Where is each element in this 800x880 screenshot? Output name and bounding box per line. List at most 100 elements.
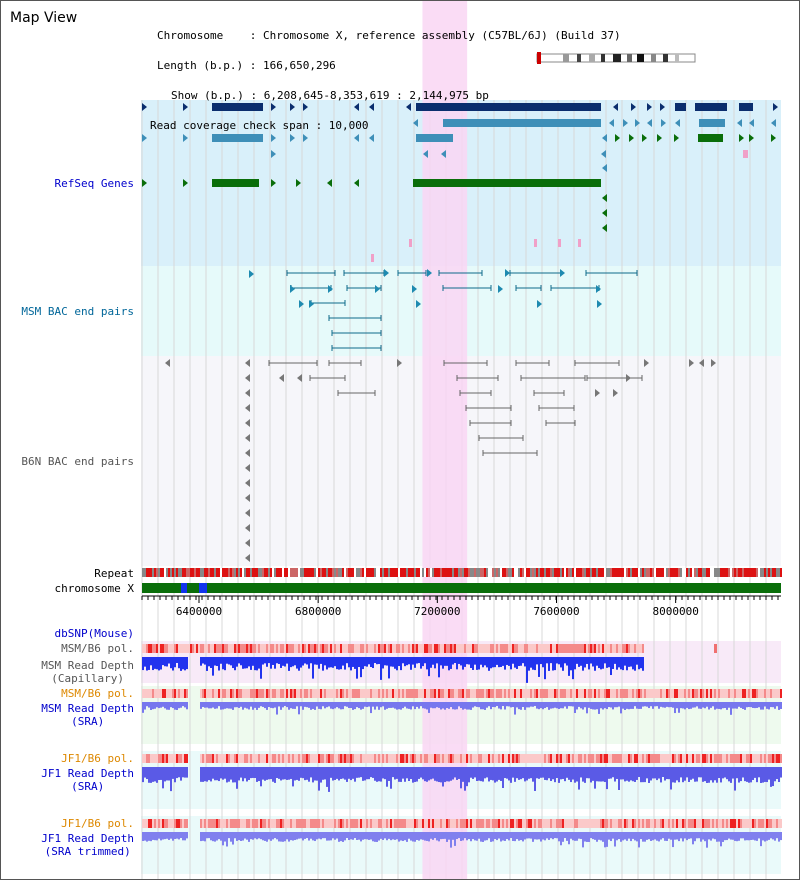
repeat-feature xyxy=(270,568,272,577)
polymorphism-bar xyxy=(148,644,150,653)
axis-tick-label: 7200000 xyxy=(414,605,460,618)
polymorphism-bar xyxy=(644,819,646,828)
polymorphism-bar xyxy=(520,754,522,763)
polymorphism-bar xyxy=(540,754,542,763)
polymorphism-bar xyxy=(190,644,192,653)
polymorphism-bar xyxy=(636,754,638,763)
polymorphism-bar xyxy=(348,819,350,828)
repeat-feature xyxy=(618,568,620,577)
polymorphism-bar xyxy=(734,689,736,698)
polymorphism-bar xyxy=(200,819,202,828)
track-label-jf1-read-depth-sra-trimmed[interactable]: JF1 Read Depth (SRA trimmed) xyxy=(41,832,134,858)
repeat-feature xyxy=(448,568,450,577)
polymorphism-bar xyxy=(468,689,470,698)
polymorphism-bar xyxy=(774,754,776,763)
polymorphism-bar xyxy=(438,819,440,828)
read-depth-bar xyxy=(486,702,488,708)
polymorphism-bar xyxy=(376,689,378,698)
track-label-jf1-read-depth-sra[interactable]: JF1 Read Depth (SRA) xyxy=(41,767,134,793)
polymorphism-bar xyxy=(240,819,242,828)
repeat-feature xyxy=(228,568,230,577)
read-depth-bar xyxy=(354,657,356,669)
read-depth-bar xyxy=(734,702,736,709)
read-depth-bar xyxy=(500,767,502,781)
read-depth-bar xyxy=(308,657,310,669)
repeat-feature xyxy=(286,568,288,577)
polymorphism-bar xyxy=(392,819,394,828)
polymorphism-bar xyxy=(604,644,606,653)
polymorphism-bar xyxy=(642,689,644,698)
gene-arrow xyxy=(290,103,295,111)
read-depth-bar xyxy=(760,832,762,847)
read-depth-bar xyxy=(598,832,600,840)
track-label-b6n-bac-end-pairs[interactable]: B6N BAC end pairs xyxy=(21,455,134,468)
axis-tick-label: 8000000 xyxy=(652,605,698,618)
read-depth-bar xyxy=(260,657,262,679)
track-label-refseq-genes[interactable]: RefSeq Genes xyxy=(54,177,134,190)
polymorphism-bar xyxy=(302,754,304,763)
gene-feature xyxy=(695,103,727,111)
read-depth-bar xyxy=(630,767,632,781)
polymorphism-bar xyxy=(180,689,182,698)
read-depth-bar xyxy=(170,767,172,792)
read-depth-bar xyxy=(300,832,302,839)
read-depth-bar xyxy=(666,767,668,780)
read-depth-bar xyxy=(492,832,494,842)
track-label-msm-bac-end-pairs[interactable]: MSM BAC end pairs xyxy=(21,305,134,318)
repeat-feature xyxy=(224,568,226,577)
polymorphism-bar xyxy=(406,644,408,653)
read-depth-bar xyxy=(562,657,564,671)
read-depth-bar xyxy=(264,702,266,709)
read-depth-bar xyxy=(448,832,450,840)
polymorphism-bar xyxy=(518,689,520,698)
polymorphism-bar xyxy=(408,754,410,763)
polymorphism-bar xyxy=(410,689,412,698)
track-label-jf1-b6-pol-1[interactable]: JF1/B6 pol. xyxy=(61,752,134,765)
read-depth-bar xyxy=(262,657,264,665)
repeat-feature xyxy=(628,568,630,577)
read-depth-bar xyxy=(404,832,406,841)
read-depth-bar xyxy=(164,767,166,782)
read-depth-bar xyxy=(242,832,244,841)
read-depth-bar xyxy=(604,832,606,848)
repeat-feature xyxy=(774,568,776,577)
polymorphism-bar xyxy=(322,689,324,698)
polymorphism-bar xyxy=(202,644,204,653)
track-label-dbsnp[interactable]: dbSNP(Mouse) xyxy=(54,627,134,640)
repeat-feature xyxy=(776,568,778,577)
read-depth-bar xyxy=(578,657,580,667)
polymorphism-bar xyxy=(372,754,374,763)
polymorphism-bar xyxy=(266,819,268,828)
gene-arrow xyxy=(142,134,147,142)
polymorphism-bar xyxy=(634,689,636,698)
polymorphism-bar xyxy=(468,644,470,653)
polymorphism-bar xyxy=(172,754,174,763)
polymorphism-bar xyxy=(168,689,170,698)
repeat-feature xyxy=(170,568,172,577)
repeat-feature xyxy=(238,568,240,577)
polymorphism-bar xyxy=(704,819,706,828)
track-label-jf1-b6-pol-2[interactable]: JF1/B6 pol. xyxy=(61,817,134,830)
polymorphism-bar xyxy=(144,644,146,653)
read-depth-bar xyxy=(492,702,494,708)
polymorphism-bar xyxy=(258,689,260,698)
polymorphism-bar xyxy=(450,819,452,828)
polymorphism-bar xyxy=(174,689,176,698)
polymorphism-bar xyxy=(366,644,368,653)
polymorphism-bar xyxy=(184,754,186,763)
read-depth-bar xyxy=(512,657,514,664)
read-depth-bar xyxy=(754,832,756,841)
polymorphism-bar xyxy=(626,644,628,653)
repeat-feature xyxy=(396,568,398,577)
read-depth-bar xyxy=(692,832,694,845)
polymorphism-bar xyxy=(482,819,484,828)
polymorphism-bar xyxy=(760,689,762,698)
polymorphism-bar xyxy=(778,819,780,828)
read-depth-bar xyxy=(312,657,314,679)
polymorphism-bar xyxy=(464,819,466,828)
read-depth-bar xyxy=(148,767,150,783)
polymorphism-bar xyxy=(200,644,202,653)
track-label-msm-read-depth-sra[interactable]: MSM Read Depth (SRA) xyxy=(41,702,134,728)
track-label-msm-b6-pol-sra[interactable]: MSM/B6 pol. xyxy=(61,687,134,700)
